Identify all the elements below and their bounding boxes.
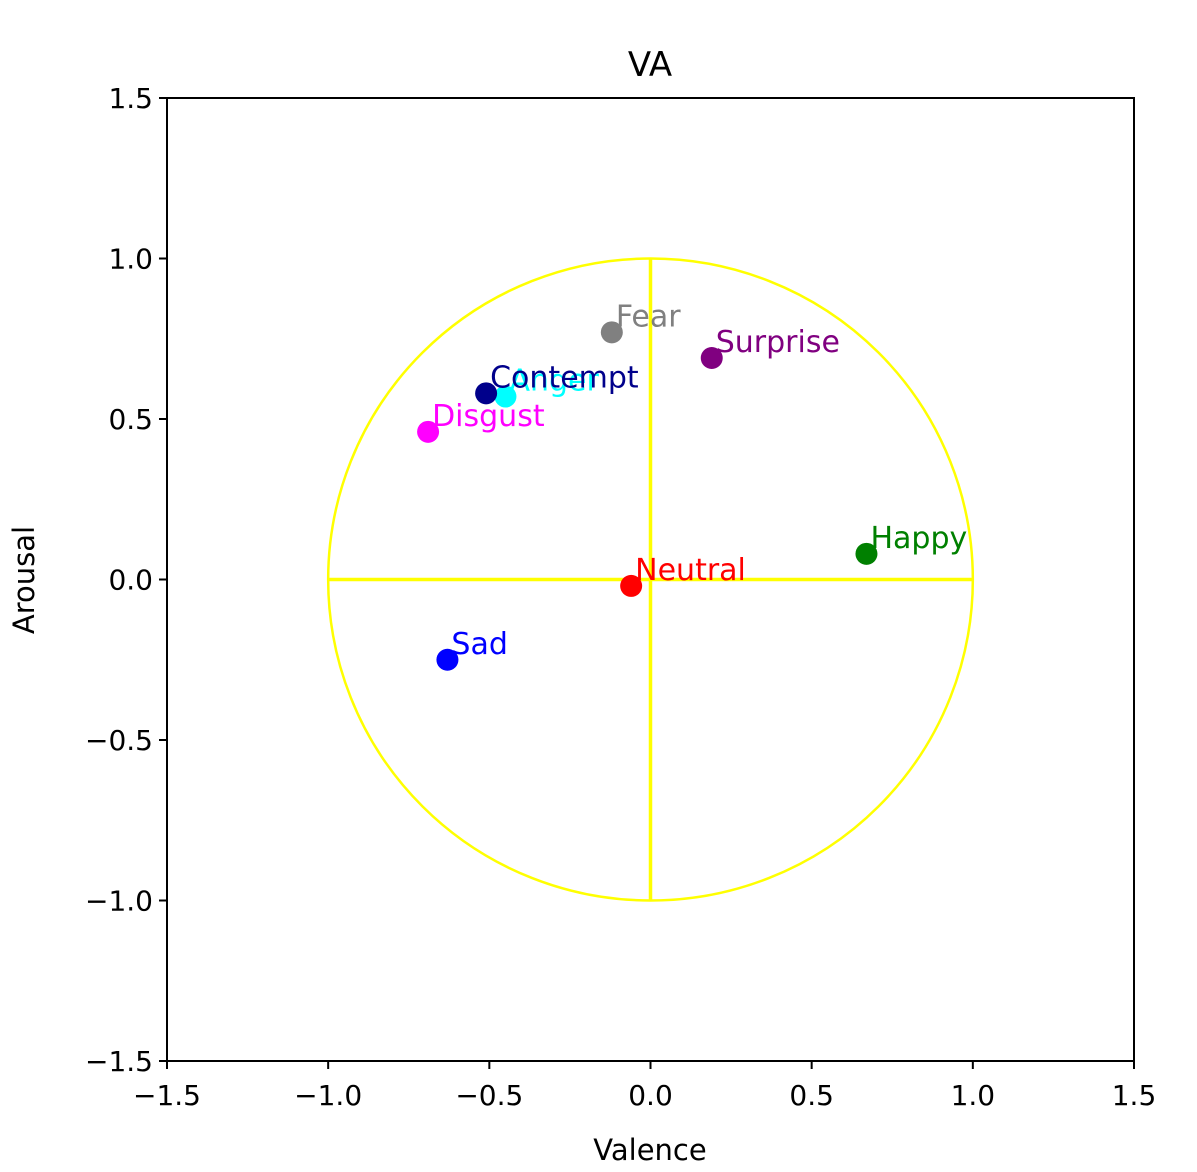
x-tick-label: −0.5 xyxy=(455,1079,523,1112)
y-tick-label: 0.0 xyxy=(108,564,153,597)
x-tick-label: −1.5 xyxy=(133,1079,201,1112)
point-surprise xyxy=(700,347,723,370)
y-tick-label: −1.5 xyxy=(85,1045,153,1078)
y-axis-ticks: −1.5 −1.0 −0.5 0.0 0.5 1.0 1.5 xyxy=(85,82,167,1078)
point-fear xyxy=(600,321,623,344)
x-tick-label: 0.5 xyxy=(789,1079,834,1112)
point-neutral xyxy=(620,574,643,597)
x-tick-label: 0.0 xyxy=(628,1079,673,1112)
point-labels-layer: Neutral Happy Sad Surprise Fear DisgustAngerC… xyxy=(432,299,967,661)
point-anger xyxy=(494,385,517,408)
y-tick-label: −1.0 xyxy=(85,885,153,918)
point-label-fear: Fear xyxy=(616,299,681,334)
x-tick-label: 1.0 xyxy=(951,1079,996,1112)
point-disgust xyxy=(417,420,440,443)
point-happy xyxy=(855,542,878,565)
x-tick-label: −1.0 xyxy=(294,1079,362,1112)
x-axis-title: Valence xyxy=(593,1133,706,1167)
y-tick-label: 1.5 xyxy=(108,82,153,115)
y-tick-label: 0.5 xyxy=(108,403,153,436)
chart-title: VA xyxy=(628,45,672,85)
points-layer xyxy=(417,321,878,671)
reference-layer xyxy=(326,257,975,902)
point-label-anger: Anger xyxy=(509,364,599,399)
point-contempt xyxy=(475,382,498,405)
point-label-surprise: Surprise xyxy=(716,325,840,360)
y-tick-label: −0.5 xyxy=(85,724,153,757)
x-tick-label: 1.5 xyxy=(1112,1079,1157,1112)
y-tick-label: 1.0 xyxy=(108,243,153,276)
point-label-sad: Sad xyxy=(451,627,507,662)
point-sad xyxy=(436,648,459,671)
point-label-disgust: Disgust xyxy=(432,399,545,434)
point-label-neutral: Neutral xyxy=(635,553,746,588)
y-axis-title: Arousal xyxy=(7,526,41,634)
point-label-happy: Happy xyxy=(870,521,967,556)
point-label-contempt: Contempt xyxy=(490,360,639,395)
x-axis-ticks: −1.5 −1.0 −0.5 0.0 0.5 1.0 1.5 xyxy=(133,1061,1156,1112)
